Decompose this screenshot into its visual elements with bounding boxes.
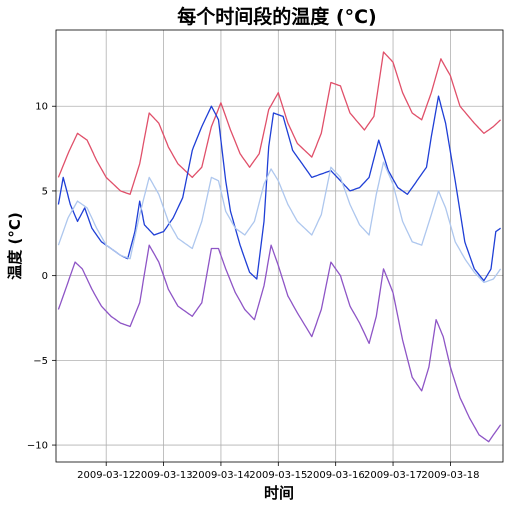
x-tick-label: 2009-03-18 — [421, 470, 479, 481]
chart-title: 每个时间段的温度 (°C) — [177, 5, 376, 28]
y-tick-label: −10 — [27, 441, 48, 452]
series-line-3 — [57, 161, 502, 284]
x-tick-label: 2009-03-16 — [307, 470, 365, 481]
series-line-2 — [57, 95, 501, 282]
x-axis-label: 时间 — [264, 484, 294, 502]
plot-frame — [55, 29, 504, 463]
y-tick-label: 0 — [42, 271, 48, 282]
x-tick-label: 2009-03-12 — [77, 470, 135, 481]
series-group — [57, 51, 502, 443]
y-axis-label: 温度 (°C) — [6, 212, 24, 279]
x-tick-label: 2009-03-15 — [249, 470, 307, 481]
x-tick-label: 2009-03-14 — [192, 470, 250, 481]
x-axis: 2009-03-12 2009-03-13 2009-03-14 2009-03-15… — [77, 462, 479, 481]
x-tick-label: 2009-03-17 — [364, 470, 422, 481]
y-tick-label: 10 — [35, 102, 48, 113]
y-axis: −10 −5 0 5 10 — [27, 102, 56, 452]
x-tick-label: 2009-03-13 — [135, 470, 193, 481]
series-line-4 — [57, 244, 502, 443]
y-tick-label: −5 — [33, 356, 48, 367]
series-line-1 — [57, 51, 502, 195]
y-tick-label: 5 — [42, 186, 48, 197]
